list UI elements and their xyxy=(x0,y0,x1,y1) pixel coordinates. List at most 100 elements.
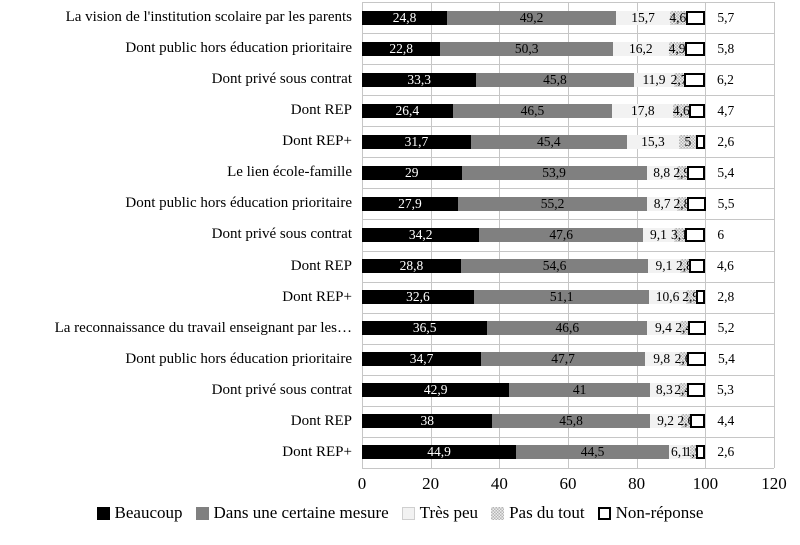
value-label: 4,9 xyxy=(668,40,686,56)
category-label: Dont REP xyxy=(290,102,352,119)
bar-segment-1 xyxy=(457,196,648,211)
bar-segment-1 xyxy=(492,414,650,429)
bar-segment-2 xyxy=(647,196,678,211)
value-label: 32,6 xyxy=(406,289,430,305)
value-label: 9,1 xyxy=(650,227,667,242)
gridline-horizontal xyxy=(362,64,774,66)
value-label: 33,3 xyxy=(407,71,431,87)
bar-segment-0 xyxy=(362,10,448,25)
bar-segment-0 xyxy=(362,290,474,305)
value-label: 36,5 xyxy=(412,320,437,336)
bar-segment-3 xyxy=(681,414,691,429)
bar-segment-0 xyxy=(362,259,461,274)
gridline-horizontal xyxy=(362,2,774,3)
bar-segment-3 xyxy=(673,103,690,118)
legend-label: Beaucoup xyxy=(114,503,183,522)
bar-row: 34,2 47,6 9,1 3,1 6 xyxy=(362,228,774,242)
category-label: Dont public hors éducation prioritaire xyxy=(125,40,352,57)
gridline-horizontal xyxy=(362,312,774,314)
bar-segment-1 xyxy=(473,290,650,305)
category-label: Dont privé sous contrat xyxy=(211,381,352,398)
bar-segment-3 xyxy=(679,259,690,274)
value-label: 51,1 xyxy=(549,289,574,305)
bar-segment-2 xyxy=(668,445,690,460)
bar-segment-2 xyxy=(626,134,680,149)
value-label: 5,5 xyxy=(717,195,735,211)
category-label: Dont public hors éducation prioritaire xyxy=(125,195,352,212)
bar-segment-3 xyxy=(678,352,688,367)
category-label: Dont privé sous contrat xyxy=(211,226,352,243)
value-label: 29 xyxy=(405,164,419,180)
value-label: 53,9 xyxy=(542,164,566,180)
gridline-horizontal xyxy=(362,343,774,345)
x-axis-tick-label: 80 xyxy=(628,474,646,493)
bar-segment-2 xyxy=(648,259,680,274)
legend-swatch-icon xyxy=(491,506,505,520)
x-axis-tick-label: 20 xyxy=(422,474,440,493)
bar-row: 44,9 44,5 6,1 1,9 2,6 xyxy=(362,445,774,460)
bar-segment-3 xyxy=(668,41,686,56)
value-label: 46,5 xyxy=(520,102,545,118)
category-label: Dont REP xyxy=(290,412,352,429)
bar-segment-4 xyxy=(686,165,706,180)
bar-segment-0 xyxy=(362,228,480,242)
value-label: 11,9 xyxy=(642,71,666,87)
bar-segment-1 xyxy=(470,134,627,149)
value-label: 34,7 xyxy=(409,351,434,367)
bar-segment-4 xyxy=(689,259,705,274)
bar-segment-1 xyxy=(460,259,649,274)
bar-segment-0 xyxy=(362,103,453,118)
bar-segment-0 xyxy=(362,352,482,367)
value-label: 9,2 xyxy=(657,413,674,429)
category-label: Dont public hors éducation prioritaire xyxy=(125,350,352,367)
value-label: 4,6 xyxy=(716,258,734,274)
value-label: 2,9 xyxy=(682,289,700,305)
category-label: Dont privé sous contrat xyxy=(211,71,352,88)
bar-segment-4 xyxy=(683,72,705,87)
bar-segment-1 xyxy=(440,41,613,56)
legend-item: Dans une certaine mesure xyxy=(195,503,389,523)
bar-segment-3 xyxy=(674,72,684,87)
bar-row: 29 53,9 8,8 2,9 5,4 xyxy=(362,164,774,180)
value-label: 5,4 xyxy=(717,164,735,180)
gridline-horizontal xyxy=(362,126,774,128)
legend-item: Non-réponse xyxy=(597,503,703,523)
bar-segment-1 xyxy=(452,103,613,118)
bar-segment-4 xyxy=(685,10,706,25)
value-label: 16,2 xyxy=(628,40,653,56)
value-label: 6 xyxy=(717,227,725,242)
legend-label: Pas du tout xyxy=(509,503,585,522)
bar-segment-3 xyxy=(679,134,697,149)
value-label: 45,8 xyxy=(543,71,567,87)
bar-segment-0 xyxy=(362,41,441,56)
bar-segment-0 xyxy=(362,72,477,87)
value-label: 17,8 xyxy=(631,102,655,118)
legend-label: Dans une certaine mesure xyxy=(213,503,389,522)
bar-segment-1 xyxy=(516,445,669,460)
bar-segment-0 xyxy=(362,445,517,460)
bar-segment-1 xyxy=(461,165,647,180)
bar-segment-4 xyxy=(696,445,706,460)
value-label: 2,8 xyxy=(717,289,735,305)
value-label: 47,6 xyxy=(549,227,573,242)
gridline-horizontal xyxy=(362,219,774,221)
value-label: 5,2 xyxy=(717,320,735,336)
bar-segment-1 xyxy=(479,228,643,242)
bar-row: 31,7 45,4 15,3 5 2,6 xyxy=(362,134,774,149)
value-label: 22,8 xyxy=(389,40,413,56)
legend-swatch-icon xyxy=(195,506,209,520)
value-label: 3,1 xyxy=(670,227,688,242)
bar-segment-1 xyxy=(487,321,648,336)
value-label: 4,4 xyxy=(717,413,735,429)
category-label: Dont REP+ xyxy=(282,133,352,150)
bar-segment-1 xyxy=(447,10,617,25)
value-label: 4,7 xyxy=(717,102,735,118)
gridline-vertical xyxy=(774,2,775,468)
value-label: 5,4 xyxy=(718,351,735,367)
bar-segment-3 xyxy=(674,228,685,242)
category-label: La vision de l'institution scolaire par … xyxy=(65,9,352,25)
value-label: 38 xyxy=(420,413,434,429)
value-label: 2,8 xyxy=(673,195,691,211)
bar-segment-2 xyxy=(646,165,677,180)
